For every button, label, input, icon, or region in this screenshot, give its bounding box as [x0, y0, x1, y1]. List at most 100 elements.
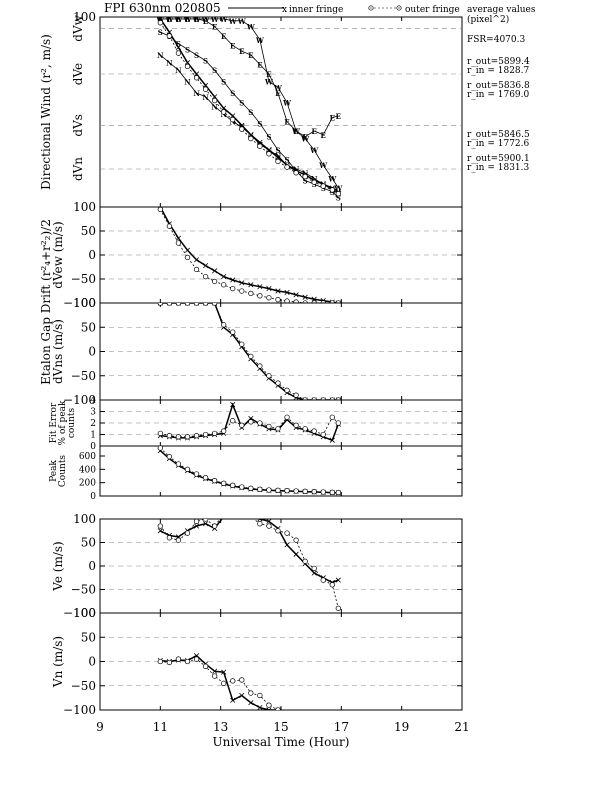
point-outer — [157, 207, 163, 213]
header: FPI 630nm 020805 x inner fringe outer fr… — [104, 1, 536, 173]
point-outer — [329, 187, 335, 193]
point-outer — [248, 353, 254, 360]
point-outer — [302, 397, 308, 400]
point-e: E — [312, 127, 317, 136]
note-w-in: r_in = 1828.7 — [467, 66, 530, 76]
point-inner — [157, 17, 163, 22]
point-outer — [166, 659, 173, 666]
point-outer — [211, 97, 218, 104]
point-inner — [335, 577, 341, 583]
point-outer — [211, 278, 218, 285]
point-outer — [335, 191, 341, 197]
point-inner — [193, 71, 200, 77]
y-tick-label: −100 — [63, 393, 96, 407]
point-outer — [335, 489, 341, 496]
point-outer — [193, 656, 200, 662]
point-e: E — [284, 118, 289, 127]
point-inner — [284, 289, 290, 296]
point-w: W — [164, 15, 173, 24]
point-outer — [329, 414, 335, 420]
point-inner — [230, 512, 235, 517]
point-outer — [221, 282, 227, 288]
shared-y-label-dir: Directional Wind (r², m/s) — [39, 34, 53, 190]
point-outer — [230, 329, 236, 335]
point-outer — [202, 273, 209, 280]
y-tick-label: 0 — [88, 345, 96, 359]
point-outer — [157, 20, 163, 26]
point-w: W — [282, 99, 291, 108]
point-outer — [248, 290, 254, 297]
point-n: N — [275, 152, 282, 161]
point-outer — [311, 397, 317, 400]
point-outer — [184, 434, 191, 440]
point-inner — [302, 294, 308, 300]
side-label-dvw: dVw — [71, 14, 85, 41]
y-axis-label-line: counts — [67, 407, 77, 438]
point-outer — [257, 486, 263, 492]
y-tick-label: 400 — [79, 465, 96, 475]
point-s: S — [275, 146, 280, 155]
point-outer — [221, 109, 227, 115]
point-outer — [230, 482, 236, 488]
legend-outer-marker-right — [396, 5, 402, 11]
point-outer — [320, 300, 326, 303]
point-outer — [157, 658, 163, 665]
point-outer — [284, 488, 290, 494]
point-w: W — [246, 23, 255, 32]
panel-ns: 100 50 0 −50 −100 dVns (m/s) — [51, 296, 463, 407]
note-w-out: r_out=5899.4 — [467, 57, 530, 67]
point-outer — [257, 293, 263, 299]
point-outer — [284, 164, 290, 170]
series-line-inner — [159, 519, 339, 584]
point-outer — [266, 295, 272, 301]
point-w: W — [291, 127, 300, 136]
point-w: W — [309, 146, 318, 155]
point-outer — [294, 717, 299, 722]
point-inner — [175, 44, 182, 50]
point-w: W — [183, 15, 192, 24]
point-outer — [293, 299, 299, 303]
point-outer — [275, 528, 281, 534]
legend-inner-marker: x — [282, 5, 287, 15]
point-n: N — [166, 59, 173, 68]
y-tick-label: 0 — [88, 655, 96, 669]
point-outer — [166, 223, 173, 229]
y-axis-label: Vn (m/s) — [51, 636, 65, 688]
point-inner — [203, 521, 209, 527]
side-label-dve: dVe — [71, 63, 85, 85]
point-outer — [239, 288, 245, 294]
fsr-label: FSR=4070.3 — [467, 35, 525, 45]
point-outer — [284, 387, 290, 393]
point-inner — [275, 288, 281, 294]
series-line-outer — [160, 658, 279, 710]
point-e: E — [194, 15, 199, 24]
point-outer — [184, 254, 191, 261]
point-outer — [157, 446, 163, 451]
point-e: E — [203, 17, 208, 26]
point-outer — [202, 431, 209, 438]
point-inner — [230, 402, 236, 408]
point-outer — [302, 558, 308, 564]
point-outer — [335, 420, 341, 426]
point-outer — [175, 50, 182, 56]
y-tick-label: −100 — [63, 296, 96, 310]
point-outer — [321, 713, 326, 718]
x-tick-label: 13 — [213, 720, 228, 734]
point-outer — [166, 433, 173, 439]
point-outer — [266, 702, 272, 708]
point-outer — [184, 303, 191, 306]
point-outer — [248, 135, 254, 142]
point-inner — [275, 155, 281, 161]
point-e: E — [275, 89, 280, 98]
x-tick-label: 15 — [273, 720, 288, 734]
y-axis-label-line: Peak — [49, 460, 59, 482]
legend-inner-label: inner fringe — [289, 5, 343, 15]
panel-ve: 100 50 0 −50 −100 Ve (m/s) — [51, 507, 463, 620]
x-axis-label: Universal Time (Hour) — [213, 735, 350, 749]
y-tick-label: 0 — [88, 248, 96, 262]
point-outer — [320, 431, 326, 438]
point-outer — [284, 298, 290, 303]
point-w: W — [273, 83, 282, 92]
point-n: N — [311, 175, 318, 184]
point-inner — [239, 507, 244, 512]
